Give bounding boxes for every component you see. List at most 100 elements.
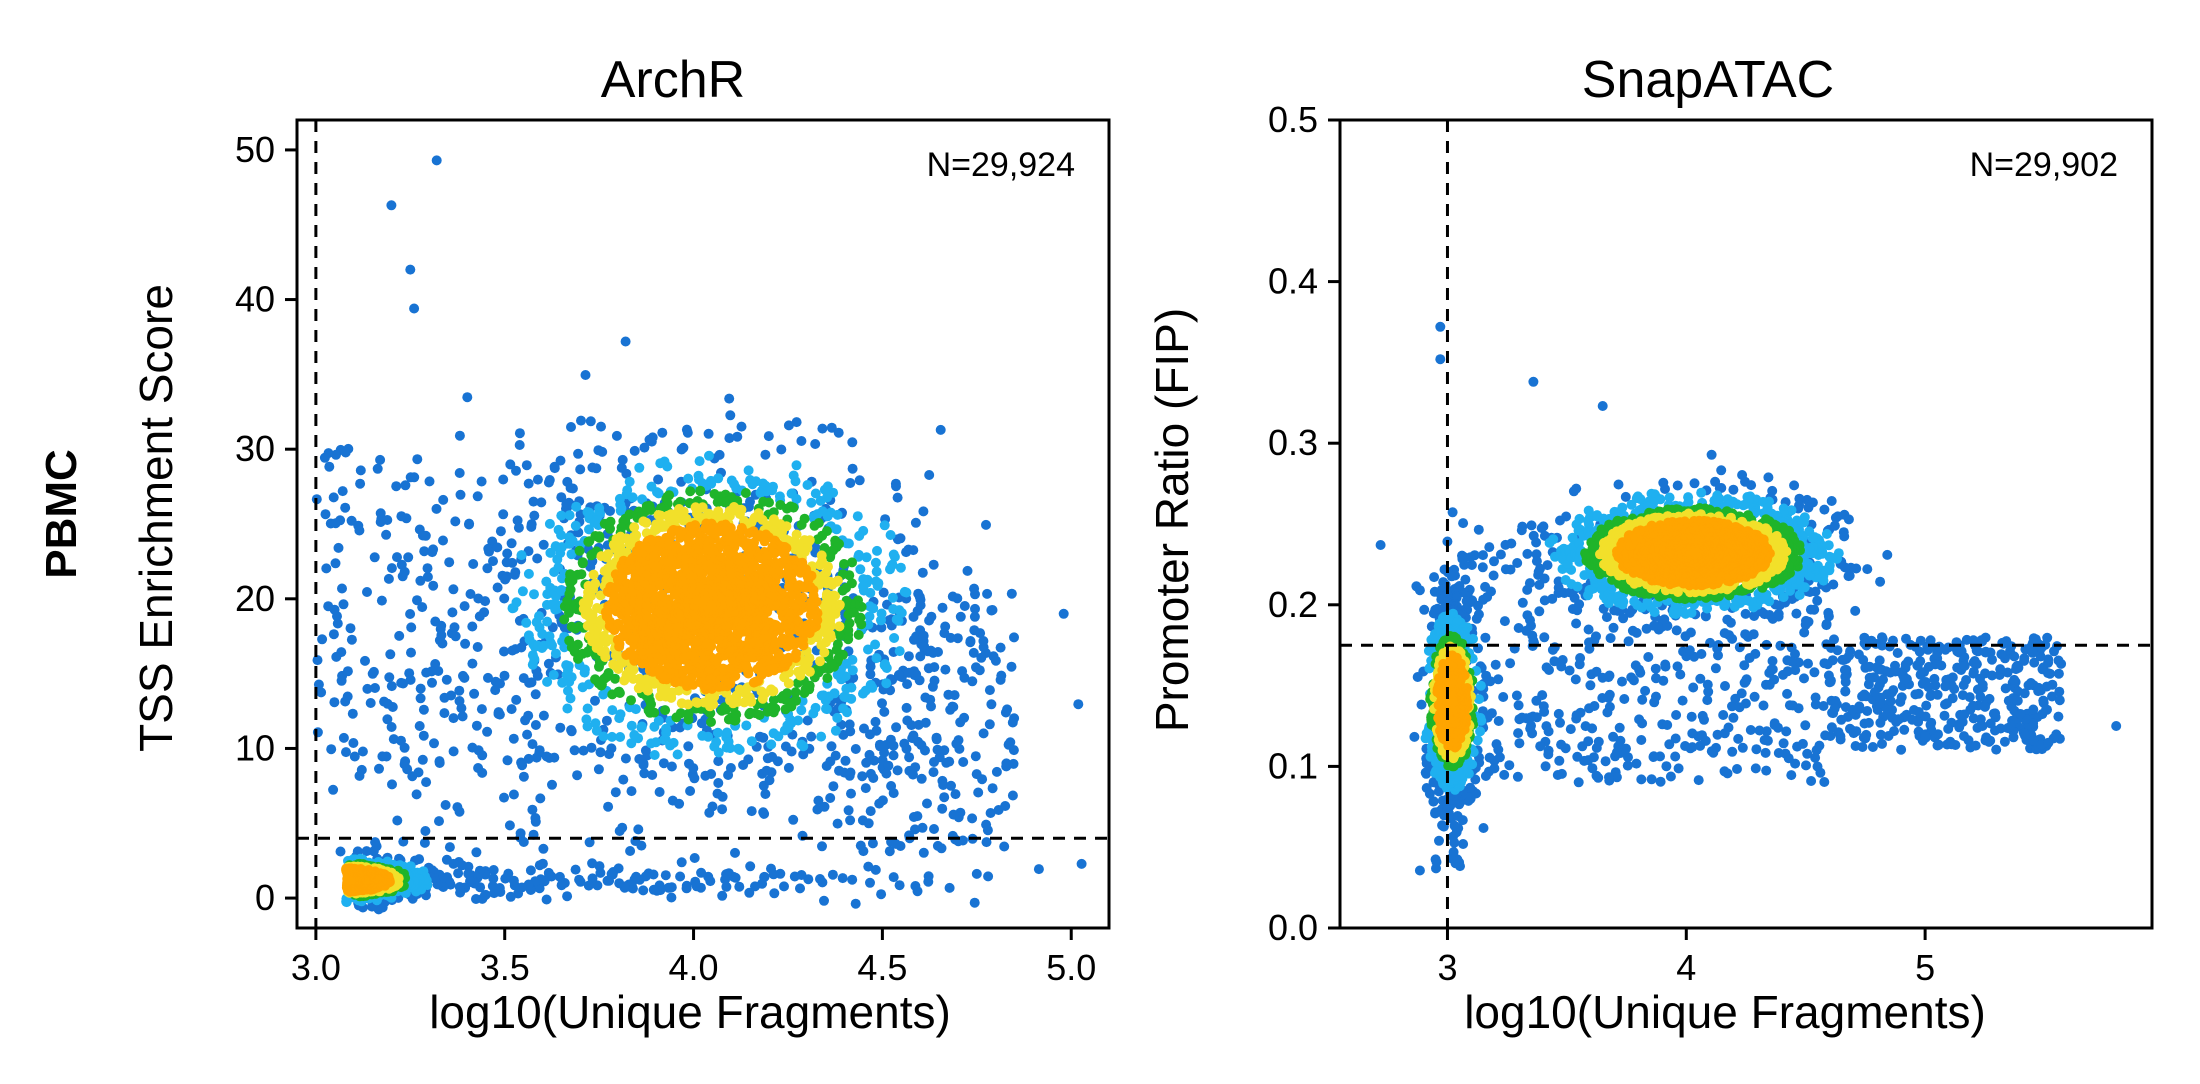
archr-point bbox=[529, 510, 540, 521]
archr-point bbox=[440, 800, 451, 810]
archr-point bbox=[567, 535, 578, 546]
archr-point bbox=[434, 816, 444, 827]
archr-point bbox=[940, 621, 951, 632]
archr-point bbox=[908, 812, 919, 822]
archr-point bbox=[357, 746, 368, 757]
archr-point bbox=[713, 756, 724, 767]
snapatac-point bbox=[1823, 607, 1834, 618]
snapatac-point bbox=[1675, 669, 1686, 680]
archr-point bbox=[634, 754, 645, 764]
archr-point bbox=[888, 788, 899, 799]
archr-point bbox=[576, 569, 587, 580]
snapatac-point bbox=[1959, 709, 1970, 720]
archr-point bbox=[508, 875, 519, 886]
archr-point bbox=[894, 880, 905, 891]
archr-point bbox=[802, 715, 813, 726]
archr-point bbox=[610, 787, 621, 798]
archr-point bbox=[717, 791, 728, 802]
archr-point bbox=[689, 853, 700, 863]
archr-point bbox=[844, 719, 855, 730]
archr-point bbox=[791, 648, 802, 659]
archr-point bbox=[683, 741, 694, 752]
archr-point bbox=[915, 651, 926, 662]
snapatac-point bbox=[2053, 668, 2064, 679]
archr-point bbox=[566, 549, 577, 560]
archr-point bbox=[438, 494, 449, 505]
archr-point bbox=[506, 704, 517, 715]
archr-point bbox=[338, 732, 349, 743]
archr-y-tick-label: 10 bbox=[235, 727, 275, 768]
archr-point bbox=[791, 417, 802, 428]
archr-point bbox=[498, 474, 509, 485]
archr-point bbox=[607, 705, 618, 716]
snapatac-point bbox=[1799, 673, 1809, 684]
archr-point bbox=[711, 737, 722, 747]
archr-point bbox=[766, 684, 777, 695]
archr-point bbox=[945, 632, 956, 643]
snapatac-point bbox=[1619, 694, 1630, 704]
archr-point bbox=[601, 552, 612, 563]
archr-point bbox=[863, 619, 874, 630]
archr-point bbox=[704, 807, 715, 818]
archr-point bbox=[666, 761, 677, 772]
archr-point bbox=[832, 818, 843, 829]
archr-point bbox=[376, 595, 387, 606]
archr-point bbox=[329, 604, 340, 615]
archr-point bbox=[541, 751, 552, 762]
archr-point bbox=[429, 738, 439, 749]
archr-point bbox=[477, 750, 488, 761]
archr-point bbox=[685, 486, 696, 497]
archr-point bbox=[936, 843, 947, 854]
archr-point bbox=[946, 780, 956, 791]
archr-point bbox=[572, 770, 583, 781]
archr-point bbox=[506, 538, 517, 549]
snapatac-point bbox=[1687, 728, 1698, 739]
snapatac-point bbox=[1773, 748, 1784, 758]
archr-point bbox=[864, 611, 875, 622]
archr-point bbox=[741, 660, 752, 671]
archr-point bbox=[733, 743, 744, 754]
archr-point bbox=[847, 557, 857, 568]
archr-point bbox=[973, 787, 984, 798]
archr-point bbox=[786, 746, 797, 757]
archr-point bbox=[758, 807, 769, 818]
archr-point bbox=[745, 707, 756, 718]
archr-point bbox=[819, 801, 830, 812]
archr-point bbox=[747, 479, 758, 490]
archr-point bbox=[880, 659, 890, 670]
archr-point bbox=[760, 449, 771, 460]
archr-point bbox=[521, 617, 532, 628]
snapatac-point bbox=[1513, 623, 1524, 633]
archr-point bbox=[847, 437, 858, 448]
archr-point bbox=[891, 481, 901, 492]
archr-point bbox=[405, 609, 416, 619]
archr-point bbox=[365, 698, 376, 708]
archr-point bbox=[1033, 864, 1044, 875]
archr-point bbox=[342, 691, 353, 702]
archr-point bbox=[690, 876, 701, 887]
archr-point bbox=[417, 602, 428, 613]
archr-point bbox=[571, 501, 582, 512]
archr-point bbox=[782, 688, 793, 699]
archr-point bbox=[626, 720, 637, 731]
archr-point bbox=[802, 480, 813, 490]
archr-point bbox=[585, 561, 596, 572]
archr-point bbox=[695, 486, 706, 497]
archr-point bbox=[532, 553, 543, 564]
archr-point bbox=[986, 699, 997, 710]
archr-point bbox=[469, 688, 480, 699]
archr-point bbox=[870, 639, 881, 650]
snapatac-point bbox=[1727, 701, 1737, 712]
archr-point bbox=[877, 698, 887, 709]
archr-point bbox=[754, 731, 765, 742]
archr-point bbox=[691, 697, 702, 708]
archr-point bbox=[832, 639, 843, 650]
archr-point bbox=[392, 815, 403, 826]
archr-point bbox=[706, 717, 716, 727]
archr-point bbox=[826, 422, 837, 433]
archr-outlier-point bbox=[620, 336, 631, 347]
archr-point bbox=[676, 698, 687, 709]
snapatac-point bbox=[1745, 725, 1756, 735]
snapatac-point bbox=[1428, 796, 1439, 807]
archr-point bbox=[324, 461, 335, 472]
